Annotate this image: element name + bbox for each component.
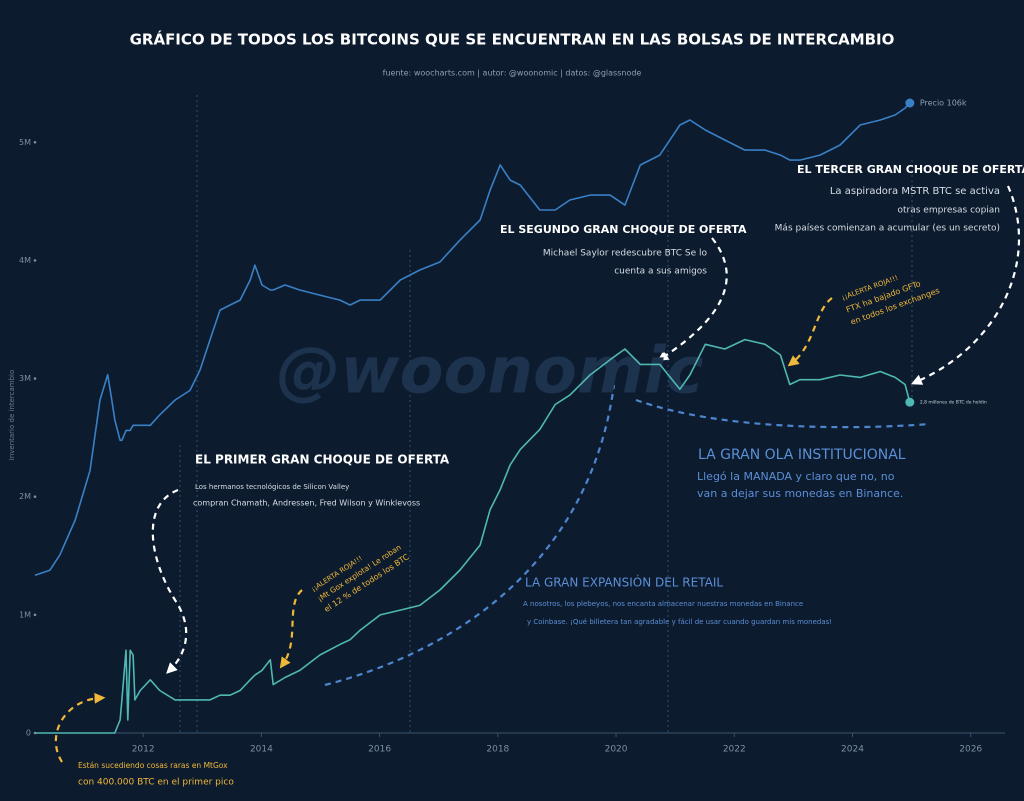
chart-title: GRÁFICO DE TODOS LOS BITCOINS QUE SE ENC… bbox=[130, 30, 895, 49]
y-tick bbox=[33, 613, 37, 617]
end-label: Precio 106k bbox=[920, 99, 967, 108]
y-axis-label: Inventario de intercambio bbox=[8, 370, 16, 461]
series-line bbox=[35, 338, 911, 734]
annotation: EL SEGUNDO GRAN CHOQUE DE OFERTA bbox=[500, 223, 747, 236]
annotation: cuenta a sus amigos bbox=[614, 267, 707, 277]
annotation: LA GRAN EXPANSIÓN DEL RETAIL bbox=[525, 575, 723, 590]
arrows bbox=[54, 185, 1021, 763]
end-point bbox=[905, 397, 915, 407]
annotation: LA GRAN OLA INSTITUCIONAL bbox=[698, 447, 906, 463]
y-tick-label: 2M bbox=[19, 492, 31, 501]
annotation: otras empresas copian bbox=[898, 206, 1001, 216]
chart-subtitle: fuente: woocharts.com | autor: @woonomic… bbox=[383, 69, 642, 78]
annotation: A nosotros, los plebeyos, nos encanta al… bbox=[523, 600, 803, 608]
watermark: @woonomic bbox=[276, 335, 703, 409]
annotation: y Coinbase. ¡Qué billetera tan agradable… bbox=[527, 618, 832, 626]
x-tick-label: 2014 bbox=[250, 745, 273, 755]
y-tick bbox=[33, 259, 37, 262]
annotation: Michael Saylor redescubre BTC Se lo bbox=[543, 249, 708, 259]
x-tick-label: 2022 bbox=[723, 745, 746, 755]
annotation: con 400.000 BTC en el primer pico bbox=[78, 778, 234, 788]
y-tick bbox=[33, 140, 37, 144]
annotation: Los hermanos tecnológicos de Silicon Val… bbox=[195, 483, 349, 491]
y-tick bbox=[33, 377, 37, 380]
annotation: EL PRIMER GRAN CHOQUE DE OFERTA bbox=[195, 453, 450, 467]
annotation: La aspiradora MSTR BTC se activa bbox=[830, 186, 1000, 197]
x-tick-label: 2024 bbox=[841, 745, 864, 755]
x-tick-label: 2026 bbox=[959, 745, 982, 755]
y-tick-label: 1M bbox=[19, 610, 31, 619]
annotation: compran Chamath, Andressen, Fred Wilson … bbox=[193, 499, 420, 508]
end-point bbox=[905, 98, 915, 108]
y-tick-label: 5M bbox=[19, 138, 31, 147]
series-line bbox=[34, 102, 911, 576]
x-tick-label: 2020 bbox=[605, 745, 628, 755]
x-tick-label: 2012 bbox=[132, 745, 155, 755]
annotation: Están sucediendo cosas raras en MtGox bbox=[78, 761, 228, 770]
era-lines bbox=[179, 95, 913, 735]
annotation: van a dejar sus monedas en Binance. bbox=[697, 487, 903, 500]
x-tick-label: 2018 bbox=[486, 745, 509, 755]
x-tick-label: 2016 bbox=[368, 745, 391, 755]
annotation: Más países comienzan a acumular (es un s… bbox=[775, 224, 1000, 234]
y-tick-label: 3M bbox=[19, 374, 31, 383]
y-tick-label: 4M bbox=[19, 256, 31, 265]
end-label: 2,8 millones de BTC de holdin bbox=[920, 400, 987, 406]
annotation: EL TERCER GRAN CHOQUE DE OFERTA bbox=[797, 163, 1024, 176]
y-tick bbox=[33, 495, 37, 499]
y-tick-label: 0 bbox=[26, 729, 31, 738]
annotation: Llegó la MANADA y claro que no, no bbox=[697, 470, 895, 483]
